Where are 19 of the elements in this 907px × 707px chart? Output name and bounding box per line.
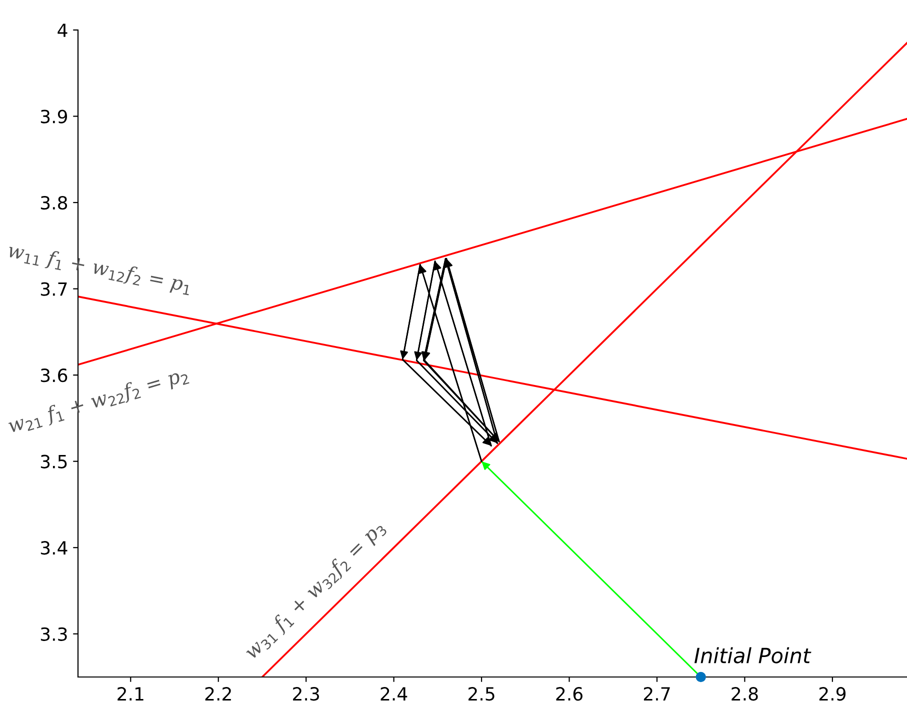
text: w$_{31}$ f$_{1}$ + w$_{32}$f$_{2}$ = p$_{3}$ [246, 524, 388, 660]
y-tick-label: 3.9 [40, 110, 68, 124]
x-tick-label: 2.1 [118, 687, 144, 700]
y-tick-label: 3.3 [40, 627, 67, 641]
x-tick-label: 2.2 [205, 687, 231, 700]
x-tick-label: 2.6 [556, 687, 582, 701]
y-tick-label: 3.7 [40, 282, 67, 296]
x-tick-label: 2.8 [732, 687, 758, 701]
x-tick-label: 2.7 [644, 687, 670, 700]
x-tick-label: 2.3 [293, 687, 319, 701]
y-tick-label: 3.4 [40, 541, 68, 555]
y-tick-label: 3.5 [40, 454, 67, 468]
x-tick-label: 2.9 [819, 687, 846, 701]
y-tick-label: 4 [58, 24, 68, 37]
annotation: Initial Point [694, 647, 812, 664]
x-tick-label: 2.5 [468, 687, 494, 701]
x-tick-label: 2.4 [380, 687, 408, 700]
y-tick-label: 3.8 [40, 196, 68, 210]
y-tick-label: 3.6 [40, 368, 68, 382]
